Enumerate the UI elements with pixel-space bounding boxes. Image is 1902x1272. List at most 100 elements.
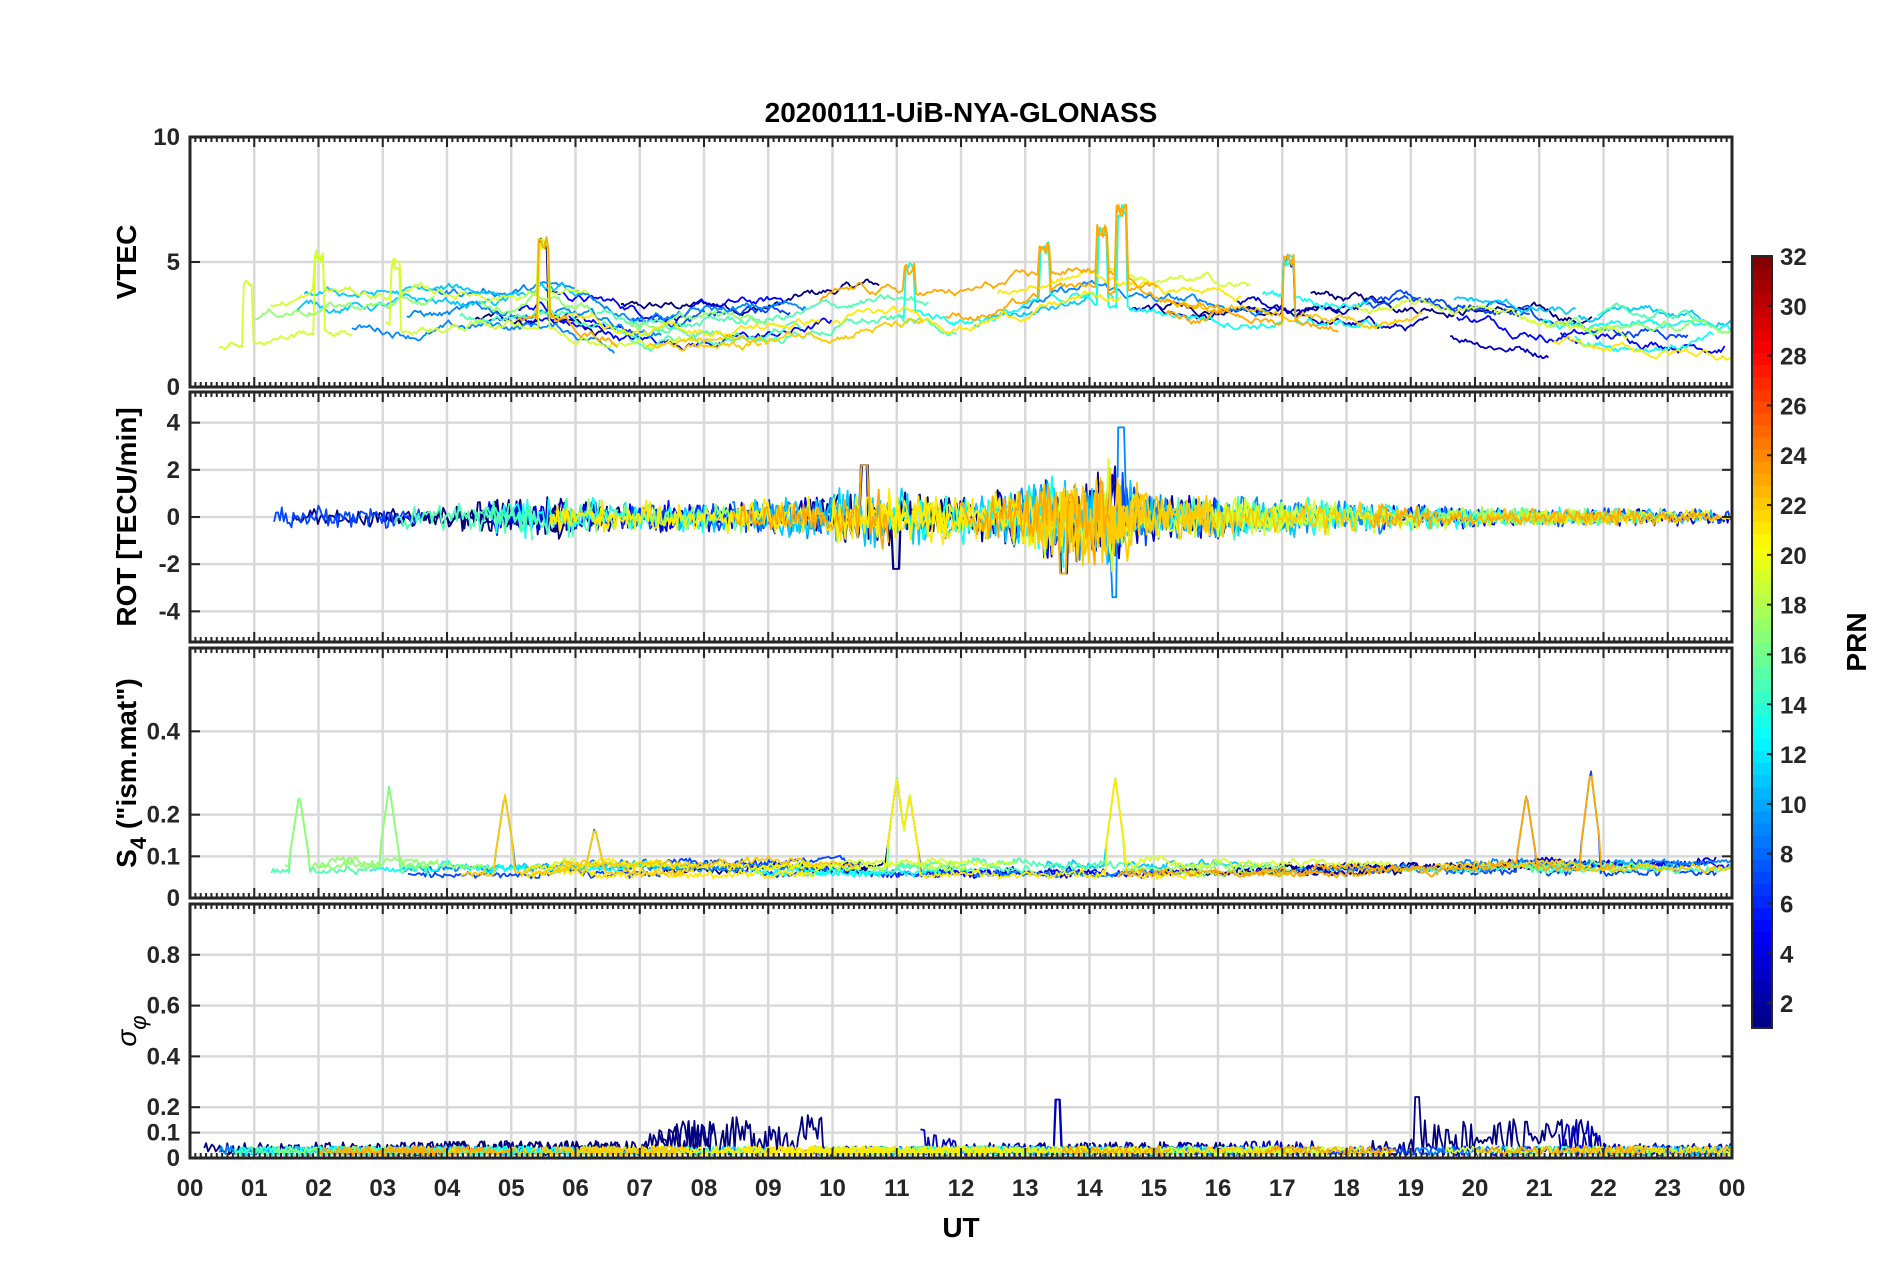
- ytick-label-s4: 0.2: [147, 802, 180, 829]
- colorbar-segment: [1752, 581, 1772, 595]
- ytick-label-vtec: 5: [167, 249, 180, 276]
- series-line-prn-1: [620, 278, 880, 317]
- y-axis-label-s4: S4 ("ism.mat"): [111, 678, 151, 868]
- ytick-label-s4: 0.4: [147, 718, 181, 745]
- colorbar-segment: [1752, 678, 1772, 691]
- series-line-prn-21: [829, 290, 1122, 335]
- series-line-prn-19: [1355, 298, 1629, 340]
- series-line-prn-21: [551, 312, 821, 337]
- series-line-prn-23: [1265, 1145, 1396, 1157]
- series-line-prn-17: [627, 310, 768, 331]
- series-line-prn-7: [1363, 294, 1689, 341]
- xtick-label: 17: [1269, 1175, 1296, 1202]
- series-line-prn-19: [1104, 777, 1391, 869]
- series-line-prn-23: [731, 464, 890, 550]
- xtick-label: 08: [691, 1175, 718, 1202]
- ytick-label-rot: -4: [159, 598, 181, 625]
- x-axis: 00 01 02 03 04 05 06 07 08 09 10 11 12 13 14 15 16 17 18 19…: [177, 1175, 1746, 1202]
- colorbar-tick-label: 16: [1780, 642, 1807, 669]
- colorbar-segment: [1752, 617, 1772, 631]
- series-line-prn-19: [385, 238, 695, 350]
- chart-title: 20200111-UiB-NYA-GLONASS: [765, 97, 1158, 128]
- colorbar-segment: [1752, 436, 1772, 450]
- colorbar-segment: [1752, 605, 1772, 619]
- panel-rot: -4 -2 0 2 4 ROT [TECU/min]: [111, 390, 1734, 644]
- colorbar-tick-label: 32: [1780, 244, 1807, 271]
- series-vtec: [218, 203, 1732, 361]
- colorbar-segment: [1752, 340, 1772, 354]
- ytick-label-vtec: 0: [167, 374, 180, 401]
- colorbar-segment: [1752, 822, 1772, 836]
- colorbar-segment: [1752, 1003, 1772, 1017]
- series-line-prn-23: [1240, 864, 1439, 879]
- series-line-prn-19: [756, 780, 967, 872]
- colorbar-segment: [1752, 280, 1772, 293]
- series-line-prn-23: [1116, 866, 1318, 878]
- ytick-label-rot: 2: [167, 457, 180, 484]
- series-line-prn-22: [1007, 467, 1211, 564]
- series-line-prn-23: [1311, 775, 1616, 873]
- grid-sigphi: [190, 904, 1732, 1158]
- y-axis-label-rot: ROT [TECU/min]: [111, 407, 142, 626]
- panel-vtec: 0 5 10 VTEC: [111, 124, 1734, 401]
- y-axis-label-sigphi: σφ: [111, 1015, 151, 1046]
- ticks-s4: [189, 648, 1733, 899]
- xtick-label: 03: [369, 1175, 396, 1202]
- series-line-prn-13: [1574, 331, 1715, 353]
- series-line-prn-22: [460, 794, 695, 878]
- series-line-prn-3: [1236, 296, 1359, 318]
- colorbar-segment: [1752, 690, 1772, 703]
- series-line-prn-22: [1165, 299, 1423, 330]
- colorbar-segment: [1752, 424, 1772, 438]
- colorbar-tick-label: 4: [1780, 941, 1794, 968]
- x-axis-label: UT: [942, 1212, 979, 1243]
- xtick-label: 12: [948, 1175, 975, 1202]
- xtick-label: 23: [1654, 1175, 1681, 1202]
- colorbar-segment: [1752, 919, 1772, 933]
- colorbar-tick-label: 12: [1780, 742, 1807, 769]
- xtick-label: 15: [1140, 1175, 1167, 1202]
- series-line-prn-11: [1453, 296, 1576, 316]
- colorbar-segment: [1752, 364, 1772, 378]
- colorbar-segment: [1752, 629, 1772, 643]
- colorbar-segment: [1752, 955, 1772, 969]
- colorbar-tick-label: 30: [1780, 294, 1807, 321]
- series-line-prn-1: [1370, 1096, 1609, 1157]
- xtick-label: 20: [1462, 1175, 1489, 1202]
- colorbar-segment: [1752, 943, 1772, 957]
- colorbar-segment: [1752, 654, 1772, 667]
- series-line-prn-23: [1060, 1145, 1171, 1156]
- colorbar-segment: [1752, 895, 1772, 908]
- colorbar-segment: [1752, 666, 1772, 679]
- series-line-prn-23: [515, 236, 618, 348]
- series-line-prn-19: [218, 252, 353, 351]
- colorbar-segment: [1752, 859, 1772, 872]
- xtick-label: 16: [1205, 1175, 1232, 1202]
- colorbar-segment: [1752, 292, 1772, 305]
- series-line-prn-19: [792, 857, 1017, 868]
- series-line-prn-9: [651, 300, 809, 321]
- xtick-label: 04: [434, 1175, 461, 1202]
- series-line-prn-22: [1572, 862, 1732, 874]
- grid-s4: [190, 648, 1732, 898]
- colorbar-tick-label: 6: [1780, 891, 1793, 918]
- xtick-label: 00: [1719, 1175, 1746, 1202]
- colorbar-tick-label: 10: [1780, 792, 1807, 819]
- xtick-label: 22: [1590, 1175, 1617, 1202]
- xtick-label: 00: [177, 1175, 204, 1202]
- colorbar-segment: [1752, 485, 1772, 498]
- series-line-prn-21: [1552, 335, 1731, 361]
- series-line-prn-23: [1474, 1145, 1647, 1157]
- colorbar-segment: [1752, 967, 1772, 981]
- colorbar-segment: [1752, 545, 1772, 559]
- series-line-prn-5: [908, 796, 1103, 877]
- colorbar-segment: [1752, 991, 1772, 1005]
- series-line-prn-21: [886, 778, 1203, 880]
- ytick-label-rot: -2: [159, 551, 180, 578]
- series-line-prn-11: [296, 293, 514, 314]
- series-line-prn-22: [645, 339, 762, 352]
- panel-sigphi: 00.10.2 0.4 0.6 0.8 σφ: [111, 902, 1734, 1172]
- series-line-prn-17: [255, 294, 435, 321]
- series-line-prn-1: [1310, 290, 1593, 325]
